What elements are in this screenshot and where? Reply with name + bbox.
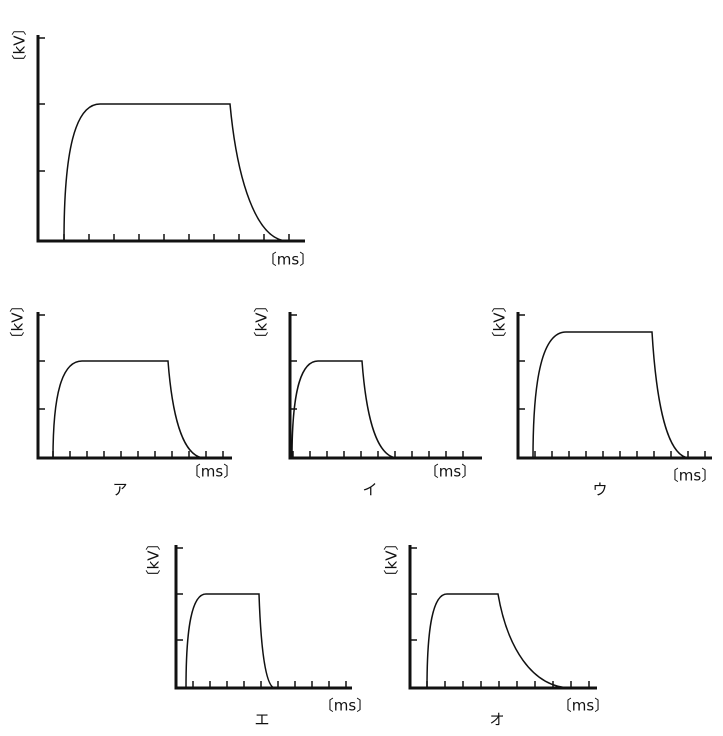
axes — [36, 312, 232, 460]
x-axis-label: 〔ms〕 — [319, 697, 371, 715]
option-label: イ — [362, 481, 377, 499]
waveform — [185, 593, 276, 689]
y-axis-label: 〔kV〕 — [145, 536, 163, 585]
option-label: オ — [489, 711, 504, 729]
x-axis-label: 〔ms〕 — [557, 697, 609, 715]
y-axis-label: 〔kV〕 — [253, 298, 271, 347]
waveform — [63, 103, 289, 242]
x-axis-label: 〔ms〕 — [424, 463, 476, 481]
y-axis-label: 〔kV〕 — [11, 21, 29, 70]
y-axis-label: 〔kV〕 — [9, 298, 27, 347]
axes — [174, 545, 352, 690]
waveform — [52, 360, 206, 459]
option-label: ア — [112, 481, 127, 499]
x-axis-label: 〔ms〕 — [186, 463, 238, 481]
axes — [36, 35, 305, 243]
waveform — [426, 593, 573, 689]
x-axis-label: 〔ms〕 — [664, 467, 716, 485]
x-axis-label: 〔ms〕 — [262, 251, 314, 269]
option-label: ウ — [592, 481, 607, 499]
axes — [288, 312, 482, 460]
option-label: エ — [254, 711, 269, 729]
y-axis-label: 〔kV〕 — [491, 298, 509, 347]
waveform — [291, 360, 399, 459]
y-axis-label: 〔kV〕 — [383, 536, 401, 585]
axes — [516, 312, 712, 460]
waveform — [532, 331, 691, 459]
